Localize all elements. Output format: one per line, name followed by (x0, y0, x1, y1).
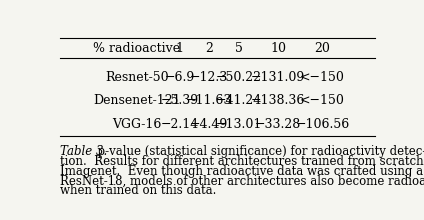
Text: −138.36: −138.36 (251, 94, 305, 107)
Text: −106.56: −106.56 (296, 118, 349, 131)
Text: Resnet-50: Resnet-50 (105, 71, 169, 84)
Text: Table 3.: Table 3. (59, 145, 107, 158)
Text: ResNet-18, models of other architectures also become radioactive: ResNet-18, models of other architectures… (59, 174, 424, 187)
Text: tion.  Results for different architectures trained from scratch on: tion. Results for different architecture… (59, 155, 424, 168)
Text: −5.39: −5.39 (160, 94, 198, 107)
Text: when trained on this data.: when trained on this data. (59, 184, 216, 197)
Text: −6.9: −6.9 (165, 71, 195, 84)
Text: −4.49: −4.49 (190, 118, 228, 131)
Text: <−150: <−150 (300, 94, 345, 107)
Text: −11.63: −11.63 (186, 94, 232, 107)
Text: 2: 2 (205, 42, 213, 55)
Text: VGG-16: VGG-16 (112, 118, 162, 131)
Text: 1: 1 (176, 42, 184, 55)
Text: −33.28: −33.28 (255, 118, 301, 131)
Text: 10: 10 (270, 42, 286, 55)
Text: −50.22: −50.22 (216, 71, 262, 84)
Text: <−150: <−150 (300, 71, 345, 84)
Text: −13.01: −13.01 (215, 118, 262, 131)
Text: 5: 5 (235, 42, 243, 55)
Text: 20: 20 (315, 42, 330, 55)
Text: Densenet-121: Densenet-121 (93, 94, 181, 107)
Text: −41.24: −41.24 (215, 94, 262, 107)
Text: Imagenet.  Even though radioactive data was crafted using a: Imagenet. Even though radioactive data w… (59, 165, 423, 178)
Text: −131.09: −131.09 (251, 71, 305, 84)
Text: −2.14: −2.14 (160, 118, 198, 131)
Text: p-value (statistical significance) for radioactivity detec-: p-value (statistical significance) for r… (90, 145, 424, 158)
Text: % radioactive: % radioactive (93, 42, 180, 55)
Text: −12.3: −12.3 (190, 71, 228, 84)
